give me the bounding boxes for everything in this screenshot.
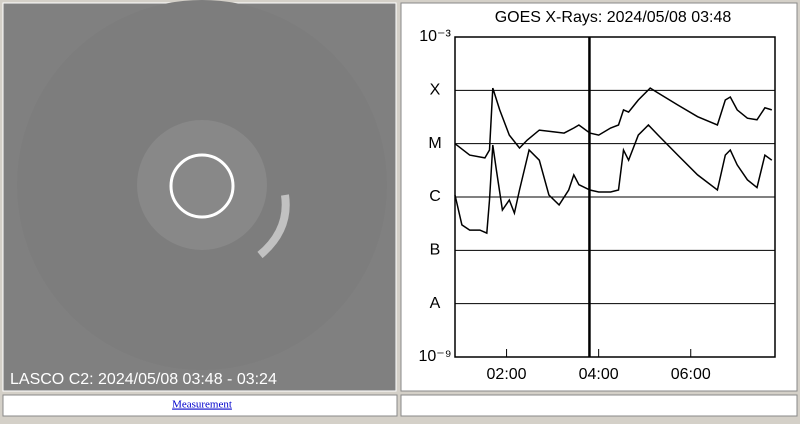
y-tick-label: 10⁻³ xyxy=(419,28,451,45)
y-tick-label: 10⁻⁹ xyxy=(418,348,451,365)
link-cell xyxy=(2,394,398,417)
x-tick-label: 04:00 xyxy=(579,366,619,383)
occulter xyxy=(137,120,267,250)
flux-line xyxy=(454,123,773,235)
cme-front xyxy=(257,194,290,259)
y-tick-label: B xyxy=(430,242,441,259)
image-caption: LASCO C2: 2024/05/08 03:48 - 03:24 xyxy=(10,371,277,388)
chart-title: GOES X-Rays: 2024/05/08 03:48 xyxy=(495,9,732,26)
y-tick-label: A xyxy=(430,295,441,312)
sun-outline xyxy=(169,153,235,219)
empty-cell xyxy=(400,394,798,417)
y-tick-label: C xyxy=(429,188,441,205)
flux-line xyxy=(454,87,773,159)
y-tick-label: M xyxy=(428,135,441,152)
x-tick-label: 02:00 xyxy=(487,366,527,383)
x-tick-label: 06:00 xyxy=(671,366,711,383)
y-tick-label: X xyxy=(430,82,441,99)
measurement-link[interactable]: Measurement xyxy=(172,399,232,411)
measurement-link-text[interactable]: Measurement xyxy=(172,399,232,411)
